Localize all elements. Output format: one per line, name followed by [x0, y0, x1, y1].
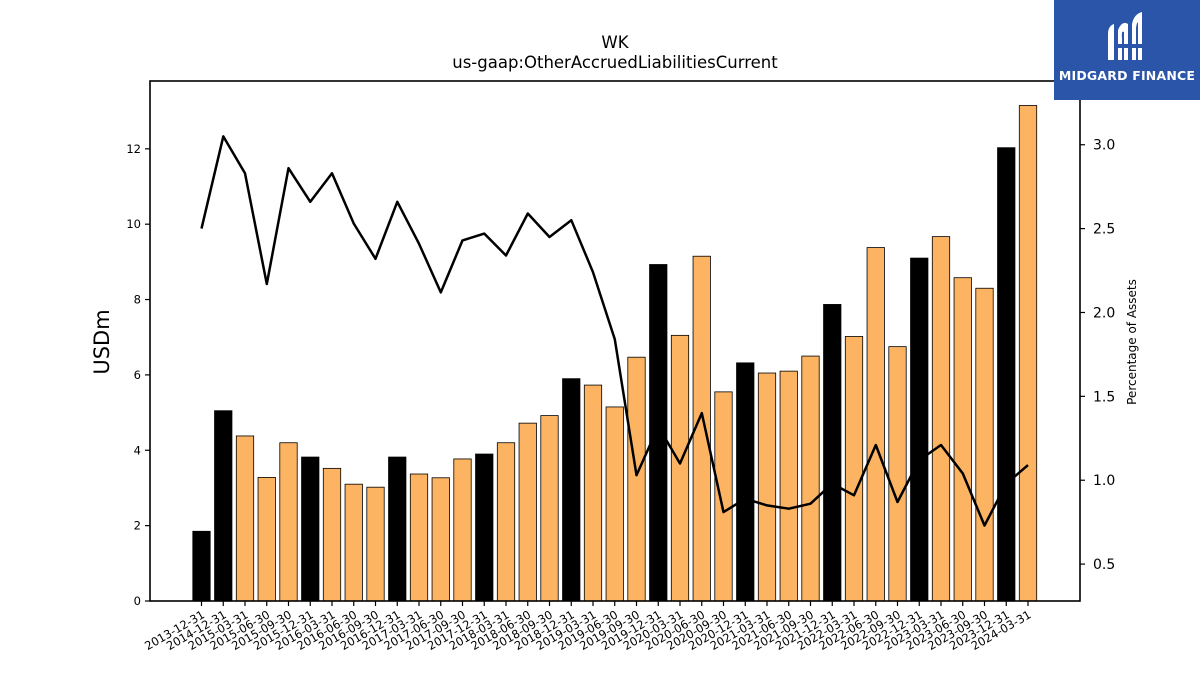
- bar-2019-06-30: [605, 406, 624, 602]
- bar-2017-09-30: [453, 458, 472, 602]
- bar-2022-12-31: [910, 257, 929, 602]
- bar-2019-03-31: [583, 384, 603, 602]
- bar-2024-03-31: [1018, 105, 1038, 602]
- y-tick-label: 6: [134, 368, 141, 382]
- bar-2021-03-31: [757, 372, 777, 602]
- bar-2023-12-31: [997, 147, 1016, 602]
- chart-title: WK: [601, 33, 629, 52]
- bar-2013-12-31: [192, 530, 211, 602]
- bar-2015-09-30: [279, 442, 298, 602]
- y-tick-label: 2: [134, 519, 141, 533]
- y-axis-ticks: 0 2 4 6 8 10 12: [126, 142, 150, 608]
- bar-2022-03-31: [844, 336, 864, 602]
- bar-2017-03-31: [409, 473, 429, 602]
- y-axis-label: USDm: [90, 309, 114, 374]
- y2-tick-label: 3.0: [1093, 138, 1115, 154]
- bar-2021-12-31: [823, 304, 842, 602]
- y2-tick-label: 2.0: [1093, 305, 1115, 321]
- bar-2018-03-31: [496, 442, 516, 602]
- bar-2022-09-30: [888, 346, 907, 602]
- logo-text: MIDGARD FINANCE: [1058, 68, 1196, 83]
- bar-2021-09-30: [801, 355, 820, 602]
- bar-2023-03-31: [931, 236, 951, 602]
- bar-2018-12-31: [562, 378, 581, 602]
- line-layer: [200, 135, 1029, 527]
- bar-2016-03-31: [322, 467, 342, 602]
- bar-2018-06-30: [518, 422, 537, 602]
- bar-2015-03-31: [235, 435, 255, 602]
- bar-2021-06-30: [779, 370, 798, 602]
- y2-axis-label: Percentage of Assets: [1125, 279, 1139, 405]
- midgard-finance-logo: MIDGARD FINANCE: [1054, 0, 1200, 100]
- percentage-line: [200, 135, 1029, 527]
- bar-2023-06-30: [953, 277, 972, 602]
- y2-tick-label: 1.5: [1093, 389, 1115, 405]
- y2-tick-label: 1.0: [1093, 473, 1115, 489]
- bar-2022-06-30: [866, 247, 885, 602]
- bar-2015-06-30: [257, 477, 276, 602]
- bar-2014-12-31: [214, 410, 233, 602]
- y-tick-label: 4: [134, 443, 141, 457]
- x-axis-ticks: 2013-12-312014-12-312015-03-312015-06-30…: [142, 601, 1034, 653]
- bar-2016-06-30: [344, 483, 363, 602]
- chart-subtitle: us-gaap:OtherAccruedLiabilitiesCurrent: [452, 53, 778, 72]
- y-tick-label: 8: [134, 293, 141, 307]
- y-tick-label: 12: [126, 142, 141, 156]
- y2-tick-label: 0.5: [1093, 557, 1115, 573]
- bars-layer: [192, 105, 1038, 602]
- y-tick-label: 0: [134, 594, 141, 608]
- bar-2017-12-31: [475, 453, 494, 602]
- bar-2020-12-31: [736, 362, 755, 602]
- midgard-logo-icon: [1108, 12, 1142, 60]
- bar-2023-09-30: [975, 287, 994, 602]
- bar-2019-12-31: [649, 264, 668, 602]
- bar-2017-06-30: [431, 477, 450, 602]
- bar-2016-09-30: [366, 486, 385, 602]
- bar-2016-12-31: [388, 456, 407, 602]
- y2-tick-label: 2.5: [1093, 222, 1115, 238]
- bar-2019-09-30: [627, 356, 646, 602]
- y2-axis-ticks: 0.5 1.0 1.5 2.0 2.5 3.0: [1080, 138, 1115, 573]
- bar-2020-09-30: [714, 391, 733, 602]
- y-tick-label: 10: [126, 217, 141, 231]
- bar-2015-12-31: [301, 456, 320, 602]
- bar-2020-03-31: [670, 334, 690, 602]
- bar-2018-09-30: [540, 415, 559, 602]
